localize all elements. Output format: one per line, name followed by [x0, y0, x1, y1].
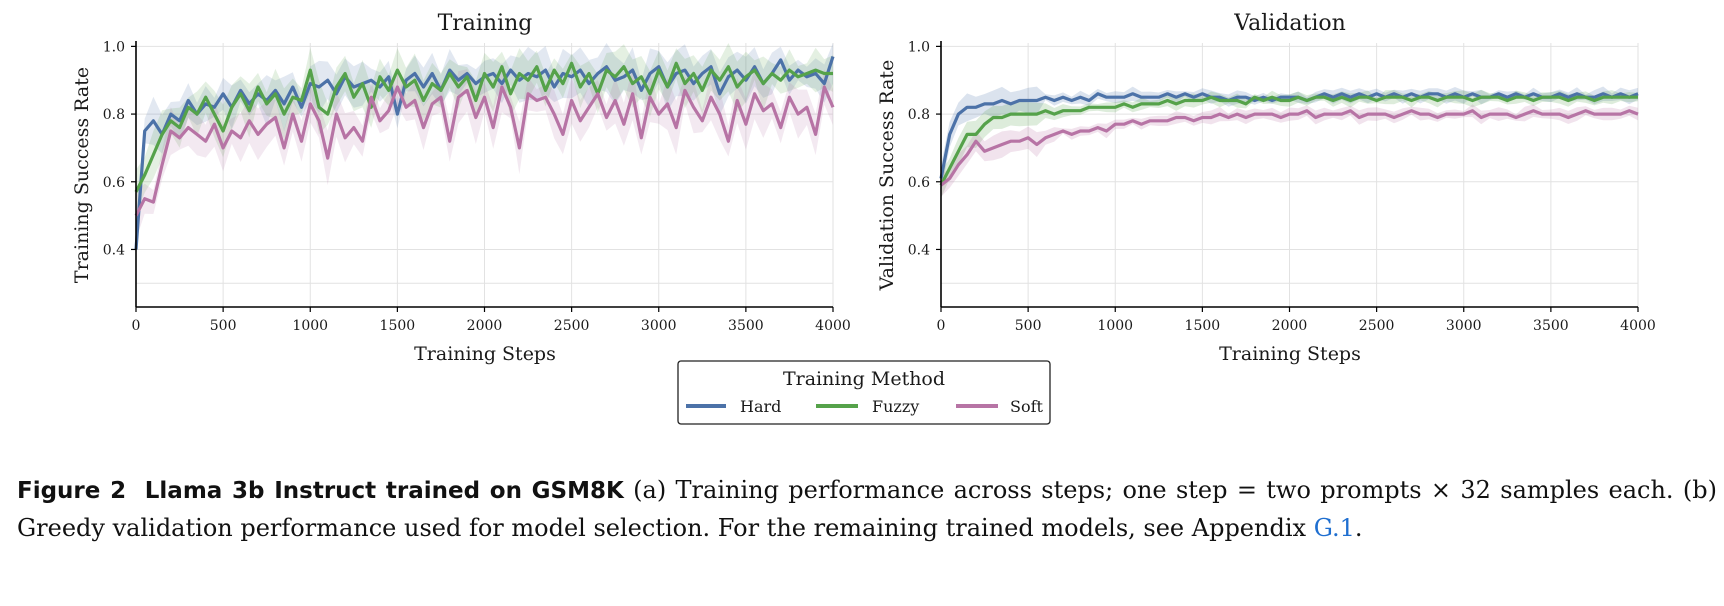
- training-x-tick-label: 4000: [815, 318, 851, 334]
- validation-y-tick-label: 0.4: [908, 242, 930, 258]
- validation-y-tick-label: 0.6: [908, 175, 930, 191]
- training-y-tick-label: 1.0: [103, 39, 125, 55]
- training-hard-band: [136, 43, 833, 259]
- validation-x-tick-label: 3000: [1446, 318, 1482, 334]
- training-y-tick-label: 0.4: [103, 242, 125, 258]
- training-x-tick-label: 2500: [554, 318, 590, 334]
- validation-x-axis-label: Training Steps: [1219, 343, 1361, 365]
- caption-title: Llama 3b Instruct trained on GSM8K: [144, 478, 624, 504]
- training-x-tick-label: 0: [132, 318, 141, 334]
- validation-y-axis-label: Validation Success Rate: [876, 60, 898, 292]
- caption-appendix-link[interactable]: G.1: [1313, 514, 1355, 542]
- validation-title: Validation: [1233, 11, 1346, 36]
- validation-y-tick-label: 0.8: [908, 107, 930, 123]
- training-title: Training: [438, 11, 533, 36]
- validation-soft-line: [940, 109, 1639, 187]
- caption-text: (a) Training performance across steps; o…: [17, 476, 1717, 542]
- training-x-tick-label: 1500: [380, 318, 416, 334]
- validation-x-tick-label: 2000: [1272, 318, 1308, 334]
- training-x-axis-label: Training Steps: [414, 343, 556, 365]
- figure: Training 0 500 1000 1500 2000 2500 3000 3500 400…: [71, 11, 1656, 425]
- training-x-tick-label: 3000: [641, 318, 677, 334]
- legend-hard-label: Hard: [740, 397, 781, 416]
- training-y-axis-label: Training Success Rate: [71, 67, 93, 283]
- training-y-tick-label: 0.8: [103, 107, 125, 123]
- training-y-tick-label: 0.6: [103, 175, 125, 191]
- validation-x-tick-label: 2500: [1359, 318, 1395, 334]
- figure-caption: Figure 2 Llama 3b Instruct trained on GS…: [17, 472, 1717, 547]
- training-fuzzy-line: [134, 61, 833, 193]
- legend-item-hard: Hard: [686, 397, 781, 416]
- validation-x-tick-label: 1000: [1097, 318, 1133, 334]
- legend-title: Training Method: [783, 368, 945, 390]
- legend-item-soft: Soft: [956, 397, 1044, 416]
- training-x-tick-label: 3500: [728, 318, 764, 334]
- validation-x-tick-label: 1500: [1185, 318, 1221, 334]
- legend-frame: [677, 360, 1051, 425]
- legend-fuzzy-label: Fuzzy: [872, 397, 919, 416]
- validation-x-tick-label: 500: [1015, 318, 1042, 334]
- training-panel: Training 0 500 1000 1500 2000 2500 3000 3500 400…: [71, 11, 851, 365]
- validation-x-tick-label: 3500: [1533, 318, 1569, 334]
- training-x-tick-label: 500: [210, 318, 237, 334]
- validation-soft-band: [941, 104, 1638, 197]
- caption-end: .: [1354, 514, 1363, 542]
- validation-panel: Validation 0 500 1000 1500 2000 2500 3000 3500 4…: [876, 11, 1656, 365]
- legend-soft-label: Soft: [1010, 397, 1044, 416]
- validation-fuzzy-line: [939, 95, 1638, 186]
- validation-x-tick-label: 0: [937, 318, 946, 334]
- training-soft-line: [134, 85, 835, 217]
- legend-item-fuzzy: Fuzzy: [816, 397, 919, 416]
- legend: Training Method Hard Fuzzy Soft: [677, 360, 1051, 425]
- validation-x-tick-label: 4000: [1620, 318, 1656, 334]
- training-x-tick-label: 2000: [467, 318, 503, 334]
- training-x-tick-label: 1000: [292, 318, 328, 334]
- caption-label: Figure 2: [17, 478, 127, 504]
- validation-y-tick-label: 1.0: [908, 39, 930, 55]
